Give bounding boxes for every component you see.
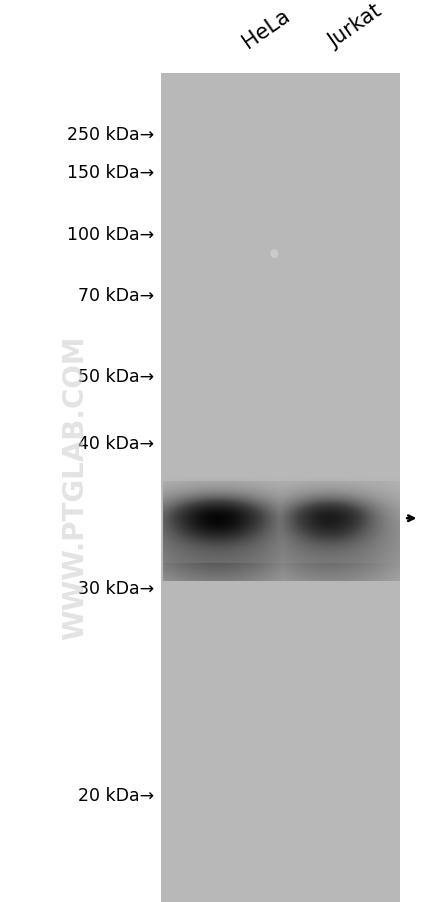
Text: 70 kDa→: 70 kDa→: [78, 287, 154, 305]
Text: 20 kDa→: 20 kDa→: [78, 787, 154, 805]
Text: 150 kDa→: 150 kDa→: [67, 164, 154, 182]
Text: 100 kDa→: 100 kDa→: [67, 226, 154, 244]
Text: 30 kDa→: 30 kDa→: [78, 579, 154, 597]
Text: Jurkat: Jurkat: [325, 2, 385, 52]
Text: HeLa: HeLa: [239, 5, 293, 52]
Text: 40 kDa→: 40 kDa→: [78, 435, 154, 453]
Ellipse shape: [270, 250, 278, 259]
Text: 250 kDa→: 250 kDa→: [67, 126, 154, 144]
Text: WWW.PTGLAB.COM: WWW.PTGLAB.COM: [61, 335, 89, 640]
FancyBboxPatch shape: [161, 74, 400, 902]
Text: 50 kDa→: 50 kDa→: [78, 367, 154, 385]
